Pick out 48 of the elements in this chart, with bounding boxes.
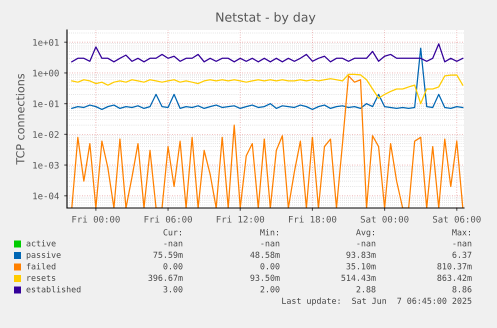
legend-label: resets xyxy=(27,274,56,281)
line-series xyxy=(71,74,464,104)
text: 0.00 xyxy=(163,263,182,270)
text: -nan xyxy=(453,242,472,246)
text: 810.37m xyxy=(437,263,472,270)
y-tick-label: 1e-02 xyxy=(33,131,59,138)
text: 48.58m xyxy=(250,252,280,258)
line-series xyxy=(71,75,464,208)
text: 2.00 xyxy=(260,286,280,292)
x-tick-label: Fri 00:00 xyxy=(72,216,120,223)
text: 396.67m xyxy=(148,274,183,281)
y-tick-label: 1e+00 xyxy=(33,70,59,77)
text: 8.86 xyxy=(452,286,472,292)
text: Cur: xyxy=(163,229,181,236)
legend-label: failed xyxy=(26,262,56,270)
legend-label: passive xyxy=(26,251,61,260)
text: -nan xyxy=(164,242,182,246)
text: 6.37 xyxy=(452,252,472,258)
text: 2.88 xyxy=(356,286,376,292)
text: 75.59m xyxy=(153,252,183,258)
text: -nan xyxy=(357,242,376,246)
text: 863.42m xyxy=(437,274,472,281)
x-tick-label: Sat 00:00 xyxy=(360,216,408,223)
x-tick-label: Fri 18:00 xyxy=(288,216,336,223)
chart-title: Netstat - by day xyxy=(216,12,316,24)
line-series xyxy=(71,48,464,110)
legend-label: active xyxy=(26,240,56,246)
text: Min: xyxy=(260,228,278,236)
text: 514.43m xyxy=(341,274,376,281)
x-tick-label: Fri 12:00 xyxy=(216,216,264,223)
x-tick-label: Fri 06:00 xyxy=(144,216,192,223)
legend-label: established xyxy=(26,286,80,292)
text: Max: xyxy=(452,229,470,236)
text: 3.00 xyxy=(163,286,182,292)
y-tick-label: 1e+01 xyxy=(33,38,59,46)
text: 0.00 xyxy=(260,263,280,270)
x-tick-label: Sat 06:00 xyxy=(432,216,481,223)
text: Avg: xyxy=(356,229,374,238)
text: Last update: Sat Jun 7 06:45:00 2025 xyxy=(282,297,472,306)
y-axis-title: TCP connections xyxy=(16,74,24,165)
y-tick-label: 1e-03 xyxy=(33,162,59,169)
text: -nan xyxy=(261,242,280,246)
text: 35.10m xyxy=(346,263,376,270)
y-tick-label: 1e-01 xyxy=(33,100,59,108)
text: 93.83m xyxy=(346,252,376,258)
text: 93.50m xyxy=(250,274,280,281)
y-tick-label: 1e-04 xyxy=(33,192,59,200)
line-series xyxy=(71,43,464,62)
